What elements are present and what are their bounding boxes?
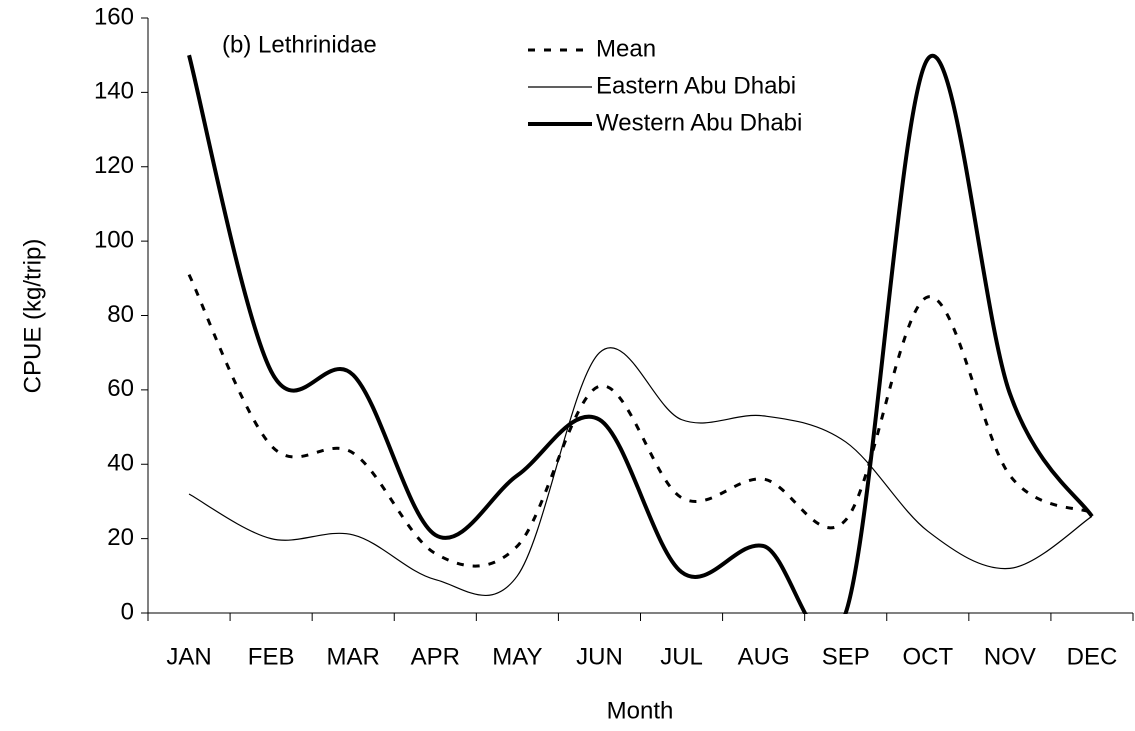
x-axis-label: Month xyxy=(607,697,674,724)
x-tick-label: JUL xyxy=(660,643,703,670)
x-tick-label: MAY xyxy=(492,643,542,670)
y-tick-label: 40 xyxy=(107,450,134,477)
x-tick-label: JUN xyxy=(576,643,623,670)
y-tick-label: 80 xyxy=(107,301,134,328)
y-tick-label: 60 xyxy=(107,375,134,402)
y-tick-label: 140 xyxy=(94,78,134,105)
x-tick-label: APR xyxy=(411,643,460,670)
x-tick-label: NOV xyxy=(984,643,1036,670)
x-tick-label: DEC xyxy=(1067,643,1118,670)
y-tick-label: 20 xyxy=(107,524,134,551)
legend-label: Eastern Abu Dhabi xyxy=(596,72,796,99)
x-tick-label: SEP xyxy=(822,643,870,670)
x-tick-label: OCT xyxy=(902,643,953,670)
x-tick-label: JAN xyxy=(166,643,211,670)
y-tick-label: 160 xyxy=(94,3,134,30)
x-tick-label: MAR xyxy=(327,643,380,670)
series-line xyxy=(187,273,1093,568)
x-tick-label: AUG xyxy=(738,643,790,670)
y-tick-label: 100 xyxy=(94,226,134,253)
y-tick-label: 120 xyxy=(94,152,134,179)
annotation: (b) Lethrinidae xyxy=(222,31,377,58)
legend-label: Western Abu Dhabi xyxy=(596,109,802,136)
y-tick-label: 0 xyxy=(121,598,134,625)
legend-label: Mean xyxy=(596,35,656,62)
y-axis-label: CPUE (kg/trip) xyxy=(19,239,46,394)
x-tick-label: FEB xyxy=(248,643,295,670)
series-line xyxy=(188,347,1093,596)
series-line xyxy=(187,53,1094,614)
